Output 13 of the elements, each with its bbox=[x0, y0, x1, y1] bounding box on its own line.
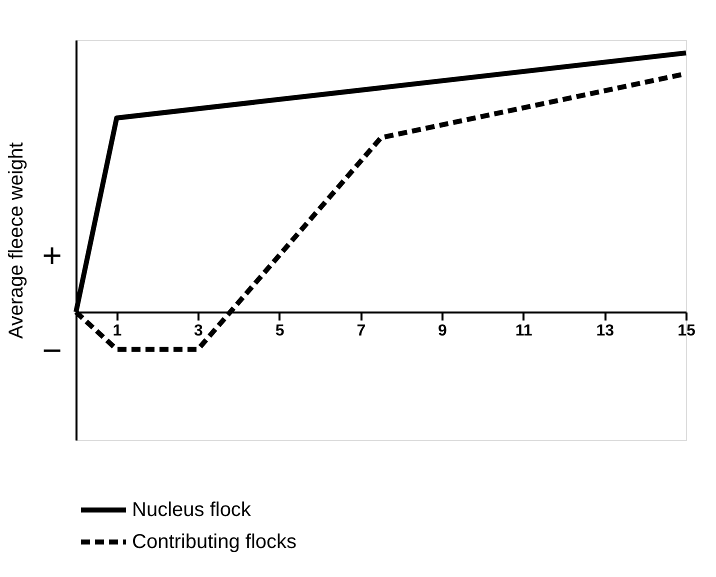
x-tick-label: 7 bbox=[356, 322, 366, 340]
x-tick-label: 11 bbox=[515, 322, 532, 340]
x-tick-label: 9 bbox=[438, 322, 448, 340]
y-axis-title: Average fleece weight bbox=[6, 142, 28, 339]
x-tick-label: 13 bbox=[596, 322, 614, 340]
text: − bbox=[42, 332, 62, 370]
x-tick-label: 3 bbox=[194, 322, 204, 340]
x-tick-label: 1 bbox=[112, 322, 122, 340]
legend-label: Nucleus flock bbox=[132, 499, 252, 521]
text: + bbox=[42, 237, 62, 276]
x-tick-label: 15 bbox=[678, 322, 696, 340]
x-tick-label: 5 bbox=[275, 322, 284, 340]
legend-label: Contributing flocks bbox=[132, 531, 297, 553]
